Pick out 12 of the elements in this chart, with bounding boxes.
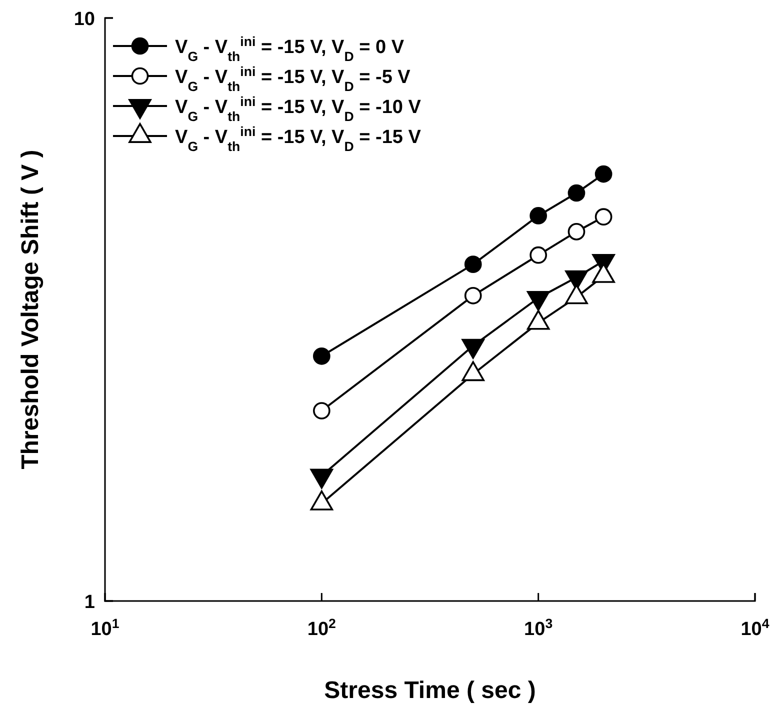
legend-label: V$_{G}$ - V$_{th}$$^{ini}$ = -15 V, V$_{D}$ = -5 V xyxy=(175,64,411,94)
x-axis-title: Stress Time ( sec ) xyxy=(324,677,536,704)
x-tick-label: 10$^{1}$ xyxy=(90,616,120,640)
x-tick-label: 10$^{4}$ xyxy=(740,616,770,640)
x-tick-label: 10$^{2}$ xyxy=(307,616,336,640)
legend-label: V$_{G}$ - V$_{th}$$^{ini}$ = -15 V, V$_{D}$ = 0 V xyxy=(175,34,404,64)
y-tick-label: 1 xyxy=(84,592,96,613)
x-tick-label: 10$^{3}$ xyxy=(524,616,553,640)
legend-label: V$_{G}$ - V$_{th}$$^{ini}$ = -15 V, V$_{D}$ = -15 V xyxy=(175,124,422,154)
legend-label: V$_{G}$ - V$_{th}$$^{ini}$ = -15 V, V$_{D}$ = -10 V xyxy=(175,94,422,124)
y-tick-label: 10 xyxy=(74,9,95,30)
y-axis-title: Threshold Voltage Shift ( V ) xyxy=(17,150,44,470)
